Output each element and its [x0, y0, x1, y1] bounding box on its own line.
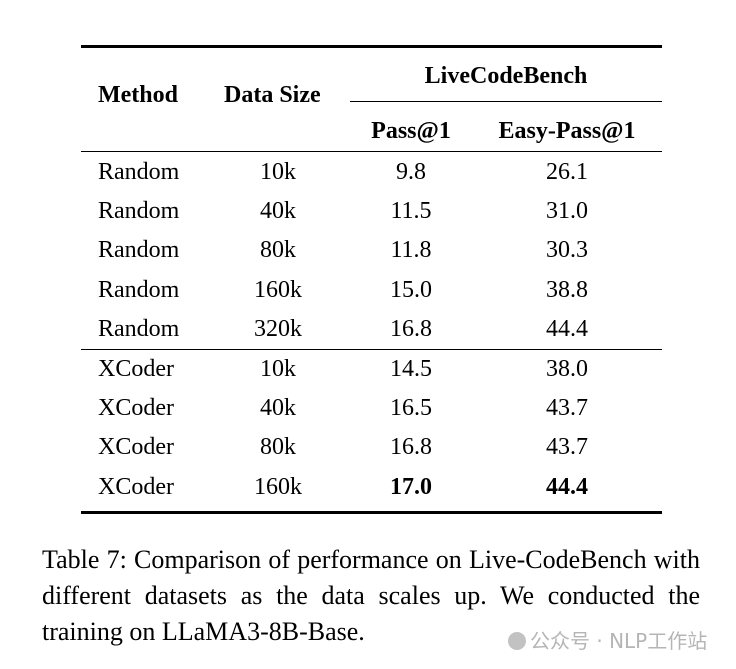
cell-easy-pass1: 31.0: [546, 198, 588, 224]
cell-data-size: 160k: [254, 277, 302, 303]
cell-pass1: 11.8: [390, 237, 432, 263]
bottom-rule: [81, 511, 662, 514]
watermark-text: 公众号 · NLP工作站: [530, 629, 708, 653]
group-rule: [350, 101, 662, 102]
header-livecodebench: LiveCodeBench: [424, 63, 588, 89]
cell-data-size: 40k: [260, 198, 296, 224]
cell-method: XCoder: [98, 395, 174, 421]
cell-method: Random: [98, 316, 180, 342]
cell-method: Random: [98, 198, 180, 224]
wechat-logo-icon: [508, 632, 526, 650]
cell-data-size: 40k: [260, 395, 296, 421]
group-separator-rule: [81, 349, 662, 350]
cell-pass1: 15.0: [390, 277, 432, 303]
cell-data-size: 80k: [260, 237, 296, 263]
top-rule: [81, 45, 662, 48]
cell-method: Random: [98, 237, 180, 263]
cell-easy-pass1: 43.7: [546, 434, 588, 460]
cell-easy-pass1: 44.4: [546, 316, 588, 342]
header-data-size: Data Size: [224, 82, 321, 108]
cell-easy-pass1: 38.8: [546, 277, 588, 303]
cell-data-size: 160k: [254, 474, 302, 500]
cell-easy-pass1: 44.4: [546, 474, 588, 500]
cell-easy-pass1: 38.0: [546, 356, 588, 382]
cell-method: XCoder: [98, 434, 174, 460]
cell-data-size: 10k: [260, 356, 296, 382]
cell-pass1: 16.5: [390, 395, 432, 421]
cell-pass1: 16.8: [390, 434, 432, 460]
header-easy-pass1: Easy-Pass@1: [498, 118, 636, 144]
cell-pass1: 11.5: [390, 198, 432, 224]
header-method: Method: [98, 82, 178, 108]
table-caption: Table 7: Comparison of performance on Li…: [42, 545, 700, 646]
cell-easy-pass1: 30.3: [546, 237, 588, 263]
header-pass1: Pass@1: [371, 118, 451, 144]
cell-data-size: 320k: [254, 316, 302, 342]
cell-pass1: 14.5: [390, 356, 432, 382]
cell-method: Random: [98, 277, 180, 303]
cell-method: Random: [98, 159, 180, 185]
watermark: 公众号 · NLP工作站: [508, 625, 707, 654]
cell-method: XCoder: [98, 356, 174, 382]
header-bottom-rule: [81, 151, 662, 152]
cell-pass1: 16.8: [390, 316, 432, 342]
cell-data-size: 10k: [260, 159, 296, 185]
cell-data-size: 80k: [260, 434, 296, 460]
cell-method: XCoder: [98, 474, 174, 500]
cell-easy-pass1: 26.1: [546, 159, 588, 185]
cell-pass1: 9.8: [396, 159, 426, 185]
cell-pass1: 17.0: [390, 474, 432, 500]
cell-easy-pass1: 43.7: [546, 395, 588, 421]
